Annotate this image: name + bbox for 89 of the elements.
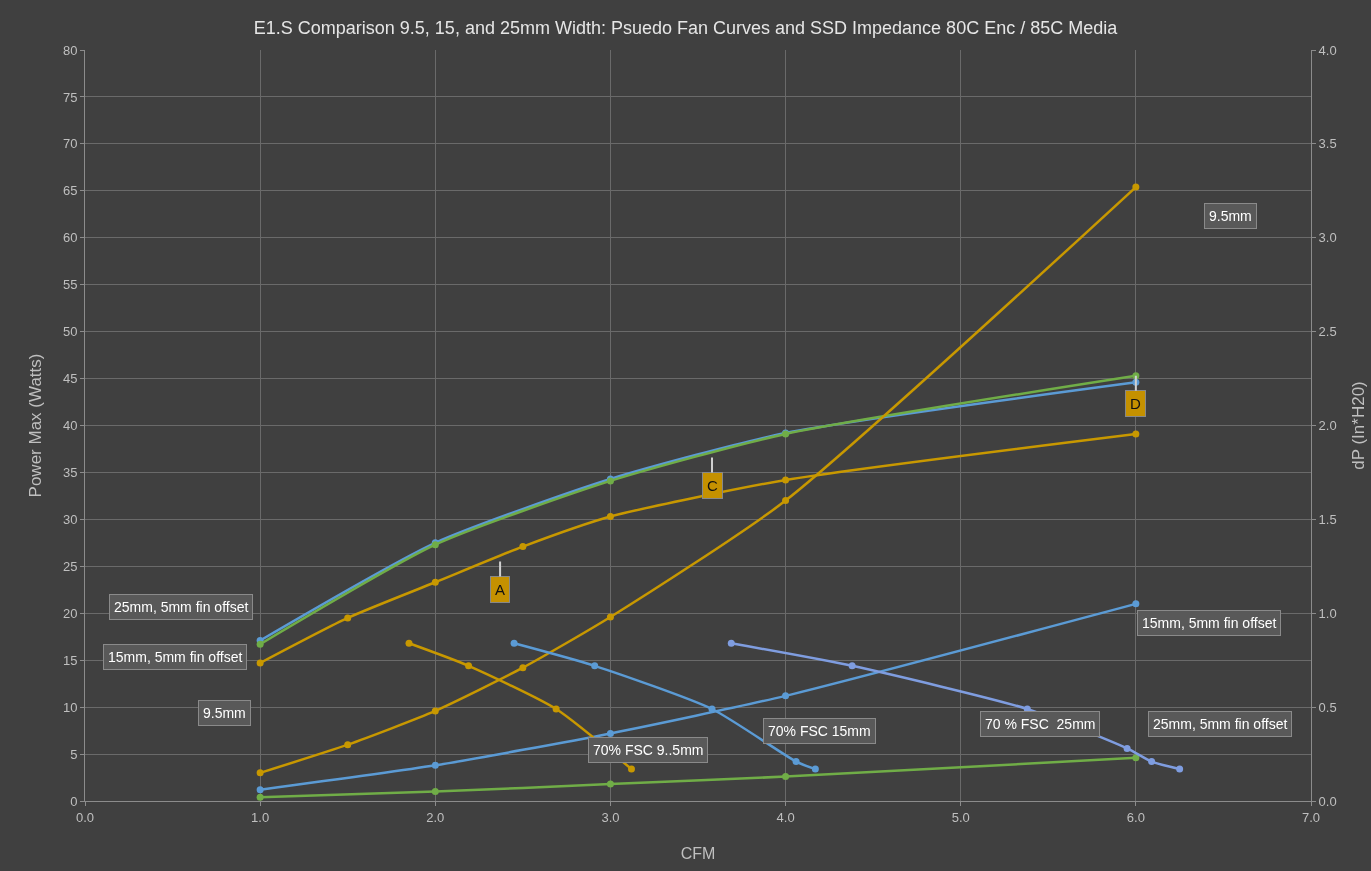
y-tick-label: 35 bbox=[62, 464, 78, 480]
y2-tick-label: 2.0 bbox=[1318, 418, 1337, 434]
annotation: D bbox=[1130, 395, 1141, 412]
point bbox=[606, 729, 614, 737]
chart-title: E1.S Comparison 9.5, 15, and 25mm Width: Psuedo Fan Curves and SSD Impedance 80C Enc / 85C Media bbox=[253, 18, 1119, 39]
y-tick-label: 70 bbox=[62, 136, 78, 152]
point bbox=[465, 662, 473, 670]
y-tick-label: 80 bbox=[62, 42, 78, 58]
point bbox=[727, 639, 735, 647]
point bbox=[256, 793, 264, 801]
point bbox=[552, 705, 560, 713]
point bbox=[782, 773, 790, 781]
x-axis-title: CFM bbox=[680, 845, 716, 862]
y2-tick-label: 2.5 bbox=[1318, 324, 1337, 340]
annotation: 25mm, 5mm fin offset bbox=[114, 599, 249, 615]
point bbox=[1132, 430, 1140, 438]
point bbox=[811, 765, 819, 773]
y-tick-label: 40 bbox=[62, 418, 78, 434]
point bbox=[431, 761, 439, 769]
point bbox=[627, 765, 635, 773]
x-tick-label: 7.0 bbox=[1301, 809, 1321, 825]
y2-tick-label: 0.5 bbox=[1318, 699, 1337, 715]
y-tick-label: 0 bbox=[70, 793, 78, 809]
y2-tick-label: 1.5 bbox=[1318, 511, 1337, 527]
y2-tick-label: 4.0 bbox=[1318, 42, 1337, 58]
point bbox=[782, 476, 790, 484]
x-tick-label: 3.0 bbox=[601, 809, 620, 825]
point bbox=[510, 639, 518, 647]
y-tick-label: 60 bbox=[62, 230, 78, 246]
annotation: 70% FSC 15mm bbox=[768, 723, 871, 739]
y-tick-label: 15 bbox=[62, 652, 78, 668]
point bbox=[1132, 183, 1140, 191]
annotation: 9.5mm bbox=[1209, 208, 1252, 224]
point bbox=[256, 640, 264, 648]
y-tick-label: 10 bbox=[62, 699, 78, 715]
point bbox=[606, 613, 614, 621]
annotation: 70 % FSC 25mm bbox=[985, 716, 1096, 732]
annotation: 70% FSC 9..5mm bbox=[593, 742, 704, 758]
y-tick-label: 25 bbox=[62, 558, 78, 574]
y2-tick-label: 3.0 bbox=[1318, 230, 1337, 246]
y-axis-title: Power Max (Watts) bbox=[26, 353, 45, 498]
point bbox=[782, 497, 790, 505]
point bbox=[431, 788, 439, 796]
point bbox=[519, 664, 527, 672]
x-tick-label: 2.0 bbox=[426, 809, 445, 825]
point bbox=[606, 513, 614, 521]
point bbox=[431, 707, 439, 715]
x-tick-label: 6.0 bbox=[1126, 809, 1145, 825]
y2-axis-title: dP (In*H20) bbox=[1348, 381, 1368, 470]
y-tick-label: 20 bbox=[62, 605, 78, 621]
point bbox=[256, 786, 264, 794]
point bbox=[1132, 600, 1140, 608]
annotation: C bbox=[707, 477, 718, 494]
point bbox=[344, 741, 352, 749]
point bbox=[256, 659, 264, 667]
y2-tick-label: 3.5 bbox=[1318, 136, 1337, 152]
y-tick-label: 50 bbox=[62, 324, 78, 340]
y2-tick-label: 1.0 bbox=[1318, 605, 1337, 621]
point bbox=[1132, 754, 1140, 762]
y-tick-label: 45 bbox=[62, 371, 78, 387]
point bbox=[1148, 758, 1156, 766]
y-tick-label: 5 bbox=[70, 746, 78, 762]
point bbox=[1176, 765, 1184, 773]
point bbox=[519, 543, 527, 551]
y-tick-label: 75 bbox=[62, 89, 78, 105]
y-tick-label: 65 bbox=[62, 183, 78, 199]
annotation: 15mm, 5mm fin offset bbox=[1142, 615, 1277, 631]
annotation: 25mm, 5mm fin offset bbox=[1153, 716, 1288, 732]
annotation: 9.5mm bbox=[203, 705, 246, 721]
x-tick-label: 0.0 bbox=[75, 809, 95, 825]
point bbox=[782, 692, 790, 700]
point bbox=[1123, 744, 1131, 752]
y2-tick-label: 0.0 bbox=[1318, 793, 1337, 809]
x-tick-label: 4.0 bbox=[776, 809, 795, 825]
point bbox=[256, 769, 264, 777]
point bbox=[405, 639, 413, 647]
point bbox=[606, 780, 614, 788]
point bbox=[708, 705, 716, 713]
point bbox=[792, 758, 800, 766]
annotation: A bbox=[495, 581, 506, 598]
point bbox=[344, 614, 352, 622]
point bbox=[848, 662, 856, 670]
y-tick-label: 55 bbox=[62, 277, 78, 293]
annotation: 15mm, 5mm fin offset bbox=[108, 649, 243, 665]
x-tick-label: 1.0 bbox=[251, 809, 270, 825]
x-tick-label: 5.0 bbox=[951, 809, 970, 825]
point bbox=[591, 662, 599, 670]
point bbox=[431, 578, 439, 586]
y-tick-label: 30 bbox=[62, 511, 78, 527]
